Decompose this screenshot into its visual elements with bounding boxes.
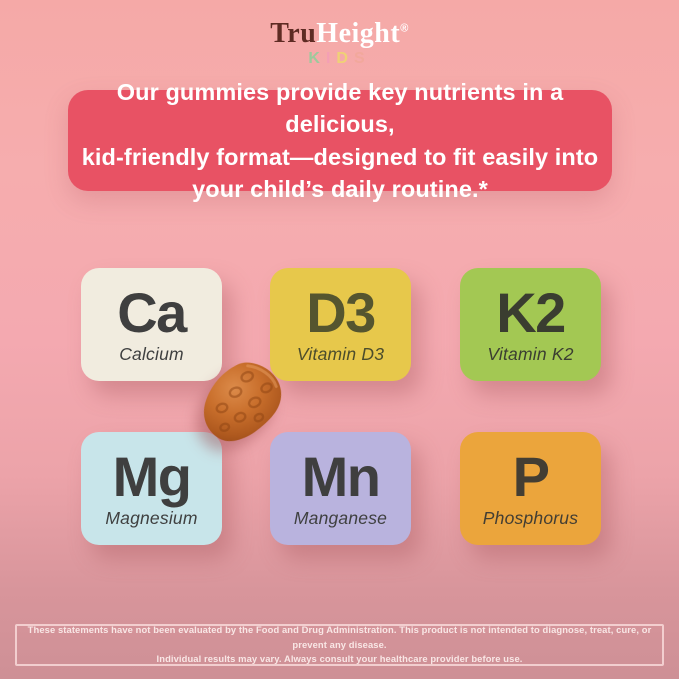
element-symbol: Mg — [112, 445, 192, 509]
kids-letter-d: D — [336, 50, 354, 67]
message-line-1: Our gummies provide key nutrients in a d… — [116, 79, 564, 138]
sub-brand-kids: KIDS — [0, 51, 679, 67]
brand-wordmark: TruHeight® — [0, 20, 679, 48]
element-symbol: D3 — [306, 281, 376, 345]
element-symbol: Ca — [117, 281, 187, 345]
brand-wordmark-tru: Tru — [270, 18, 317, 49]
disclaimer-line-2: Individual results may vary. Always cons… — [156, 653, 523, 665]
nutrient-name: Magnesium — [105, 508, 198, 529]
message-line-3: your child’s daily routine.* — [192, 175, 488, 202]
element-symbol: Mn — [301, 445, 381, 509]
nutrient-name: Vitamin K2 — [487, 344, 574, 365]
nutrient-name: Vitamin D3 — [296, 344, 385, 365]
nutrient-tile-calcium: Ca Calcium — [81, 268, 222, 381]
nutrient-tile-vitamin-d3: D3 Vitamin D3 — [270, 268, 411, 381]
disclaimer-line-1: These statements have not been evaluated… — [27, 624, 652, 650]
key-message-banner: Our gummies provide key nutrients in a d… — [68, 79, 612, 202]
nutrient-tile-manganese: Mn Manganese — [270, 432, 411, 545]
fda-disclaimer: These statements have not been evaluated… — [15, 624, 664, 666]
nutrient-tile-magnesium: Mg Magnesium — [81, 432, 222, 545]
kids-letter-i: I — [325, 50, 337, 67]
nutrient-name: Manganese — [293, 508, 388, 529]
brand-wordmark-height: Height — [316, 18, 401, 49]
kids-letter-s: S — [353, 50, 371, 67]
registered-trademark-symbol: ® — [400, 22, 409, 35]
message-line-2: kid-friendly format—designed to fit easi… — [81, 143, 599, 170]
nutrient-tile-vitamin-k2: K2 Vitamin K2 — [460, 268, 601, 381]
brand-logo: TruHeight® KIDS — [0, 20, 679, 67]
kids-letter-k: K — [308, 50, 326, 67]
nutrient-name: Calcium — [119, 344, 184, 365]
nutrient-tile-phosphorus: P Phosphorus — [460, 432, 601, 545]
element-symbol: K2 — [496, 281, 566, 345]
gummy-image — [204, 362, 282, 442]
nutrient-name: Phosphorus — [482, 508, 579, 529]
element-symbol: P — [512, 445, 550, 509]
